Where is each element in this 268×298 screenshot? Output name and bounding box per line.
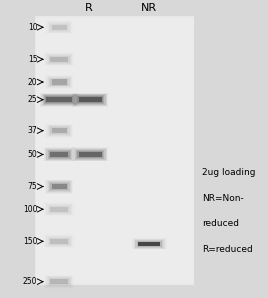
- FancyBboxPatch shape: [79, 97, 102, 102]
- FancyBboxPatch shape: [50, 152, 68, 157]
- Text: 37: 37: [28, 126, 38, 135]
- FancyBboxPatch shape: [50, 279, 68, 284]
- FancyBboxPatch shape: [50, 152, 68, 157]
- FancyBboxPatch shape: [76, 150, 104, 159]
- FancyBboxPatch shape: [49, 182, 70, 191]
- FancyBboxPatch shape: [79, 152, 102, 157]
- FancyBboxPatch shape: [50, 207, 68, 212]
- FancyBboxPatch shape: [49, 56, 70, 63]
- FancyBboxPatch shape: [135, 240, 163, 248]
- FancyBboxPatch shape: [76, 95, 104, 104]
- FancyBboxPatch shape: [45, 96, 73, 103]
- FancyBboxPatch shape: [79, 152, 102, 157]
- FancyBboxPatch shape: [46, 149, 72, 160]
- FancyBboxPatch shape: [51, 25, 67, 30]
- FancyBboxPatch shape: [75, 94, 106, 105]
- FancyBboxPatch shape: [46, 97, 72, 102]
- FancyBboxPatch shape: [45, 148, 73, 161]
- Text: 250: 250: [23, 277, 38, 286]
- Text: R: R: [85, 3, 93, 13]
- FancyBboxPatch shape: [77, 96, 103, 103]
- FancyBboxPatch shape: [36, 18, 195, 283]
- FancyBboxPatch shape: [44, 95, 75, 104]
- FancyBboxPatch shape: [73, 148, 107, 161]
- FancyBboxPatch shape: [79, 97, 102, 102]
- FancyBboxPatch shape: [49, 126, 70, 135]
- FancyBboxPatch shape: [75, 149, 106, 160]
- Text: R=reduced: R=reduced: [202, 245, 253, 254]
- Text: 2ug loading: 2ug loading: [202, 168, 256, 177]
- FancyBboxPatch shape: [50, 79, 68, 86]
- FancyBboxPatch shape: [50, 57, 68, 62]
- FancyBboxPatch shape: [51, 25, 67, 30]
- Text: 75: 75: [28, 182, 38, 191]
- FancyBboxPatch shape: [51, 184, 67, 189]
- FancyBboxPatch shape: [50, 279, 68, 284]
- Text: 25: 25: [28, 95, 38, 104]
- FancyBboxPatch shape: [50, 127, 68, 134]
- FancyBboxPatch shape: [48, 77, 71, 87]
- FancyBboxPatch shape: [43, 94, 76, 105]
- FancyBboxPatch shape: [139, 242, 160, 246]
- Text: 50: 50: [28, 150, 38, 159]
- FancyBboxPatch shape: [50, 239, 68, 244]
- FancyBboxPatch shape: [51, 128, 67, 133]
- Text: 150: 150: [23, 237, 38, 246]
- Text: 10: 10: [28, 23, 38, 32]
- Text: 15: 15: [28, 55, 38, 64]
- FancyBboxPatch shape: [50, 57, 68, 62]
- FancyBboxPatch shape: [51, 184, 67, 189]
- Text: NR: NR: [141, 3, 158, 13]
- FancyBboxPatch shape: [50, 207, 68, 212]
- FancyBboxPatch shape: [48, 150, 71, 159]
- FancyBboxPatch shape: [49, 78, 70, 86]
- FancyBboxPatch shape: [40, 93, 79, 107]
- FancyBboxPatch shape: [46, 180, 72, 193]
- Text: NR=Non-: NR=Non-: [202, 194, 244, 203]
- Text: 20: 20: [28, 77, 38, 86]
- FancyBboxPatch shape: [46, 97, 72, 102]
- FancyBboxPatch shape: [73, 94, 107, 106]
- FancyBboxPatch shape: [49, 278, 70, 285]
- FancyBboxPatch shape: [49, 151, 70, 158]
- FancyBboxPatch shape: [139, 242, 160, 246]
- FancyBboxPatch shape: [51, 128, 67, 133]
- FancyBboxPatch shape: [137, 241, 162, 247]
- FancyBboxPatch shape: [35, 16, 195, 285]
- FancyBboxPatch shape: [51, 79, 67, 85]
- Text: 100: 100: [23, 205, 38, 214]
- FancyBboxPatch shape: [77, 151, 103, 158]
- FancyBboxPatch shape: [48, 181, 71, 192]
- FancyBboxPatch shape: [134, 239, 165, 249]
- FancyBboxPatch shape: [51, 79, 67, 85]
- FancyBboxPatch shape: [41, 94, 77, 106]
- Text: reduced: reduced: [202, 220, 239, 229]
- FancyBboxPatch shape: [50, 183, 68, 190]
- FancyBboxPatch shape: [50, 239, 68, 244]
